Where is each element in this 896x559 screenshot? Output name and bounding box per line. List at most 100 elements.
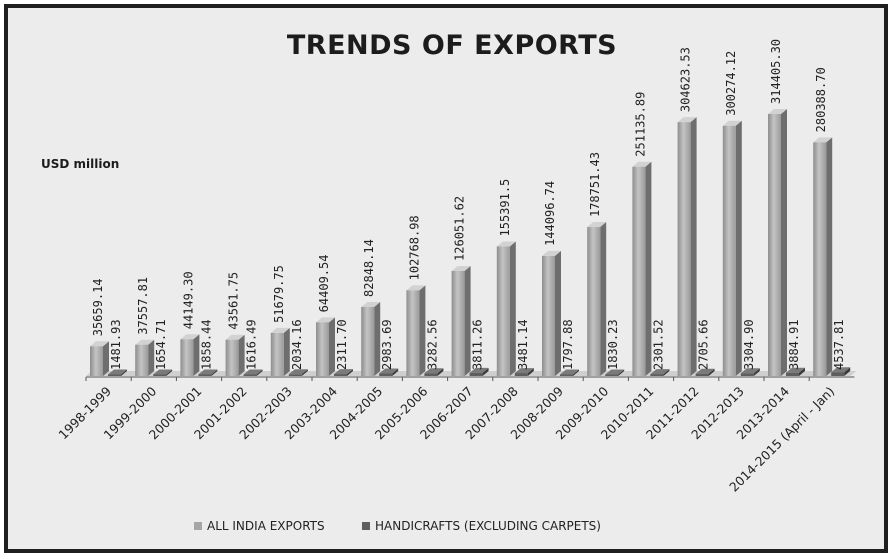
bar-all-india-exports [677,122,691,376]
bar-top [334,369,353,375]
bar-handicrafts [334,374,347,376]
data-label-all-india-exports: 35659.14 [91,278,105,336]
plot-area: 35659.141481.931998-199937557.811654.711… [55,39,857,495]
bar-side [527,368,534,376]
data-label-handicrafts: 2301.52 [651,319,665,370]
bar-top [288,369,308,375]
y-axis-label: USD million [41,157,119,171]
data-label-all-india-exports: 178751.43 [588,152,602,217]
bar-side [482,367,489,376]
bar-top [135,339,155,345]
bar-top [108,369,127,375]
bar-all-india-exports [768,113,781,377]
data-label-handicrafts: 1830.23 [606,319,620,370]
data-label-all-india-exports: 144096.74 [543,181,557,246]
bar-all-india-exports [451,270,465,376]
bar-side [618,369,625,376]
bar-handicrafts [469,372,483,376]
exports-chart: TRENDS OF EXPORTS USD million 35659.14 14… [41,30,857,533]
bar-side [193,334,200,376]
data-label-all-india-exports: 43561.75 [227,272,241,330]
bar-side [392,368,399,376]
bar-top [677,117,697,123]
bar-side [103,341,109,376]
bar-top [270,327,290,333]
data-label-all-india-exports: 44149.30 [181,271,195,329]
bar-handicrafts [740,373,754,376]
bar-side [374,301,381,376]
legend-label-all-india-exports: ALL INDIA EXPORTS [207,519,325,533]
data-label-handicrafts: 2705.66 [697,319,711,370]
bar-top [786,367,805,373]
bar-top [225,334,245,340]
data-label-handicrafts: 2034.16 [290,319,304,370]
bar-top [451,265,471,271]
bar-handicrafts [650,374,664,376]
bar-handicrafts [108,374,121,376]
bar-top [424,368,444,374]
bar-side [419,285,426,376]
bar-top [90,341,109,347]
bar-top [153,369,173,375]
bar-all-india-exports [406,290,420,376]
data-label-handicrafts: 3884.91 [787,319,801,370]
chart-frame: TRENDS OF EXPORTS USD million 35659.14 14… [4,4,888,553]
bar-top [469,367,489,373]
data-label-handicrafts: 1797.88 [561,319,575,370]
bar-top [243,369,263,375]
data-label-handicrafts: 3282.56 [425,319,439,370]
bar-top [361,301,381,307]
legend: ALL INDIA EXPORTS HANDICRAFTS (EXCLUDING… [194,519,601,533]
bar-side [166,369,173,376]
bar-top [632,161,652,167]
bar-side [148,339,155,376]
bar-all-india-exports [135,344,149,376]
data-label-all-india-exports: 51679.75 [272,265,286,323]
bar-all-india-exports [90,346,103,376]
bar-side [690,117,697,376]
bar-all-india-exports [361,306,375,376]
bar-all-india-exports [813,142,827,376]
data-label-all-india-exports: 314405.30 [769,39,783,104]
bar-top [695,368,715,374]
data-label-all-india-exports: 102768.98 [407,215,421,280]
bar-side [301,369,308,376]
bar-top [198,369,218,375]
bar-handicrafts [695,373,709,376]
bar-side [799,367,805,376]
bar-handicrafts [424,373,438,376]
bar-all-india-exports [270,332,284,376]
data-label-all-india-exports: 304623.53 [679,47,693,112]
bar-side [781,108,787,377]
data-label-handicrafts: 2311.70 [335,319,349,370]
bar-top [316,317,335,323]
bar-all-india-exports [542,255,555,376]
bar-side [509,241,516,376]
data-label-handicrafts: 1654.71 [154,319,168,370]
bar-handicrafts [786,372,799,376]
data-label-handicrafts: 1481.93 [109,319,123,370]
bar-all-india-exports [632,166,646,376]
data-label-all-india-exports: 37557.81 [136,277,150,335]
bar-side [735,120,742,376]
bar-handicrafts [288,374,302,376]
bar-top [496,241,516,247]
bar-all-india-exports [225,339,239,376]
bar-side [645,161,652,376]
bar-side [464,265,471,376]
bar-side [256,369,263,376]
bar-all-india-exports [316,322,329,376]
data-label-all-india-exports: 300274.12 [724,51,738,116]
data-label-all-india-exports: 82848.14 [362,239,376,297]
bar-top [379,368,399,374]
bar-side [555,250,561,376]
bar-handicrafts [243,374,257,376]
bar-side [600,222,607,376]
bar-side [437,368,444,376]
chart-title: TRENDS OF EXPORTS [287,30,617,61]
data-label-handicrafts: 1858.44 [199,319,213,370]
bar-side [826,137,833,376]
bar-side [211,369,218,376]
data-label-handicrafts: 1616.49 [245,319,259,370]
bar-side [283,327,290,376]
